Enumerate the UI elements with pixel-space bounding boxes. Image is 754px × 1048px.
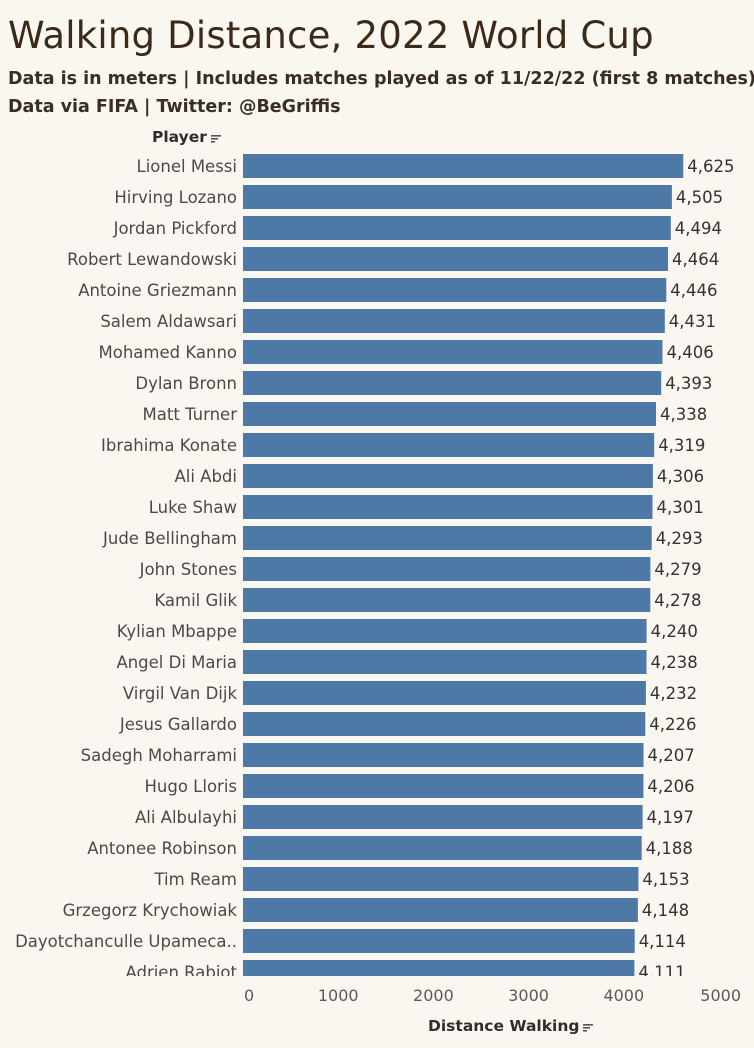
bar[interactable]	[243, 371, 662, 395]
bar[interactable]	[243, 216, 671, 240]
bar[interactable]	[243, 774, 644, 798]
bar[interactable]	[243, 681, 646, 705]
value-label: 4,464	[672, 250, 719, 269]
bar[interactable]	[243, 588, 651, 612]
value-label: 4,338	[660, 405, 707, 424]
bar[interactable]	[243, 154, 684, 178]
player-label: Virgil Van Dijk	[123, 684, 238, 703]
bar[interactable]	[243, 526, 652, 550]
value-label: 4,279	[654, 560, 701, 579]
bar[interactable]	[243, 898, 638, 922]
x-tick-label: 2000	[413, 986, 454, 1005]
value-label: 4,393	[665, 374, 712, 393]
player-label: Antoine Griezmann	[78, 281, 237, 300]
player-label: Salem Aldawsari	[100, 312, 237, 331]
player-column-header[interactable]: Player	[152, 128, 222, 147]
player-label: Hugo Lloris	[144, 777, 237, 796]
player-label: Antonee Robinson	[87, 839, 237, 858]
bar[interactable]	[243, 185, 672, 209]
value-label: 4,240	[651, 622, 698, 641]
x-tick-label: 0	[244, 986, 254, 1005]
bar[interactable]	[243, 805, 643, 829]
bar[interactable]	[243, 619, 647, 643]
player-label: Ali Abdi	[174, 467, 237, 486]
value-label: 4,206	[647, 777, 694, 796]
bar[interactable]	[243, 650, 647, 674]
bar[interactable]	[243, 309, 665, 333]
player-label: Jude Bellingham	[102, 529, 237, 548]
player-label: Matt Turner	[143, 405, 238, 424]
player-label: Lionel Messi	[137, 157, 237, 176]
value-label: 4,446	[670, 281, 717, 300]
player-label: John Stones	[139, 560, 237, 579]
bar[interactable]	[243, 960, 635, 976]
value-label: 4,431	[669, 312, 716, 331]
value-label: 4,494	[675, 219, 722, 238]
x-axis: 0 1000 2000 3000 4000 5000	[244, 986, 741, 1005]
chart-source: Data via FIFA | Twitter: @BeGriffis	[8, 97, 341, 117]
player-label: Sadegh Moharrami	[81, 746, 237, 765]
value-label: 4,232	[650, 684, 697, 703]
value-label: 4,111	[638, 963, 685, 976]
value-label: 4,238	[651, 653, 698, 672]
value-label: 4,153	[642, 870, 689, 889]
player-label: Robert Lewandowski	[67, 250, 237, 269]
bar[interactable]	[243, 557, 651, 581]
x-tick-label: 1000	[318, 986, 359, 1005]
player-label: Tim Ream	[153, 870, 237, 889]
player-label: Hirving Lozano	[114, 188, 237, 207]
x-tick-label: 4000	[603, 986, 644, 1005]
value-label: 4,306	[657, 467, 704, 486]
value-label: 4,148	[642, 901, 689, 920]
player-label: Adrien Rabiot	[125, 963, 237, 976]
bar[interactable]	[243, 278, 667, 302]
x-axis-title-container[interactable]: Distance Walking	[428, 1017, 594, 1036]
value-label: 4,293	[656, 529, 703, 548]
player-label: Ali Albulayhi	[135, 808, 237, 827]
player-label: Jordan Pickford	[113, 219, 237, 238]
bar[interactable]	[243, 867, 639, 891]
player-label: Angel Di Maria	[116, 653, 237, 672]
player-label: Kamil Glik	[154, 591, 237, 610]
value-label: 4,319	[658, 436, 705, 455]
chart-title: Walking Distance, 2022 World Cup	[8, 14, 654, 57]
player-label: Dylan Bronn	[135, 374, 237, 393]
value-label: 4,505	[676, 188, 723, 207]
bar[interactable]	[243, 712, 646, 736]
player-label: Grzegorz Krychowiak	[63, 901, 238, 920]
value-label: 4,278	[654, 591, 701, 610]
x-tick-label: 3000	[508, 986, 549, 1005]
player-label: Jesus Gallardo	[119, 715, 237, 734]
value-label: 4,226	[649, 715, 696, 734]
value-label: 4,406	[667, 343, 714, 362]
plot-area: Lionel Messi 4,625 Hirving Lozano 4,505 Jord…	[0, 152, 754, 976]
bar[interactable]	[243, 743, 644, 767]
sort-icon[interactable]	[210, 129, 222, 147]
bar[interactable]	[243, 495, 653, 519]
value-label: 4,207	[648, 746, 695, 765]
value-label: 4,197	[647, 808, 694, 827]
chart-subtitle: Data is in meters | Includes matches pla…	[8, 69, 754, 89]
player-label: Mohamed Kanno	[99, 343, 238, 362]
x-axis-title: Distance Walking	[428, 1017, 580, 1035]
bar-chart: Lionel Messi 4,625 Hirving Lozano 4,505 Jord…	[15, 154, 735, 976]
bar[interactable]	[243, 247, 668, 271]
player-header-label: Player	[152, 128, 207, 146]
bar[interactable]	[243, 464, 653, 488]
x-tick-label: 5000	[700, 986, 741, 1005]
value-label: 4,625	[687, 157, 734, 176]
sort-icon[interactable]	[582, 1018, 594, 1036]
player-label: Kylian Mbappe	[117, 622, 237, 641]
bar[interactable]	[243, 836, 642, 860]
value-label: 4,301	[657, 498, 704, 517]
bar[interactable]	[243, 340, 663, 364]
player-label: Ibrahima Konate	[101, 436, 237, 455]
value-label: 4,188	[646, 839, 693, 858]
bar[interactable]	[243, 402, 656, 426]
value-label: 4,114	[639, 932, 686, 951]
bar[interactable]	[243, 929, 635, 953]
bar[interactable]	[243, 433, 655, 457]
player-label: Luke Shaw	[149, 498, 237, 517]
player-label: Dayotchanculle Upameca..	[15, 932, 237, 951]
